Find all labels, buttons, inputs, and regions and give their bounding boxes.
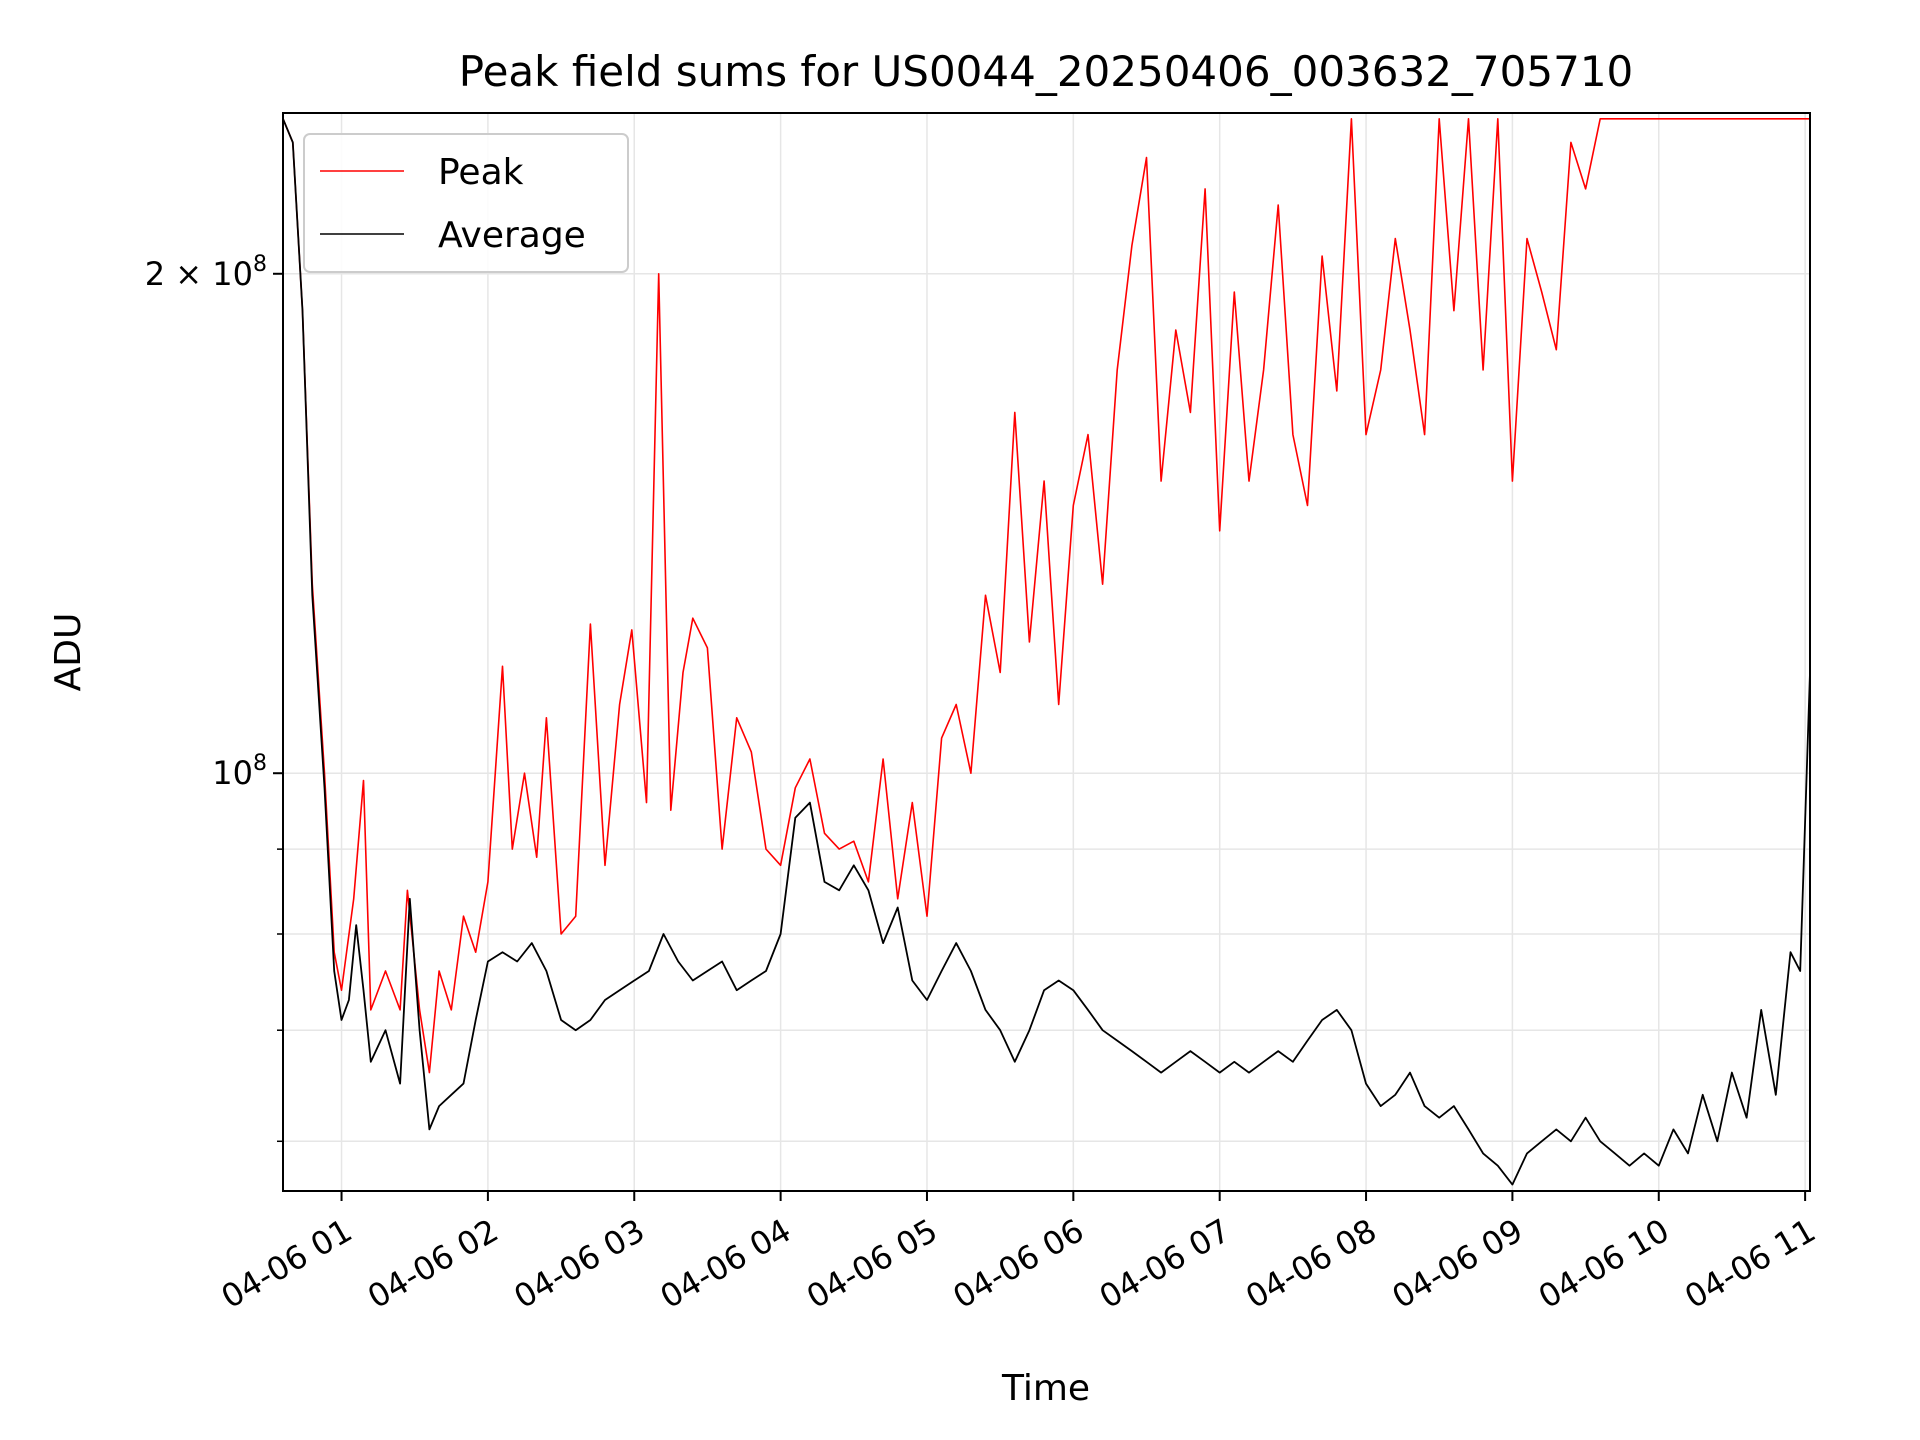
- series-line-average: [283, 118, 1810, 1186]
- series-line-peak: [283, 118, 1810, 1074]
- y-axis-ticks: 108 2 × 108: [145, 252, 283, 1143]
- y-tick-label: 108: [212, 751, 267, 792]
- series-layer: [283, 118, 1810, 1186]
- legend-label-average: Average: [438, 215, 586, 256]
- plot-frame: [282, 112, 1811, 1192]
- y-tick-label: 2 × 108: [145, 252, 267, 293]
- x-axis-label: Time: [1001, 1368, 1090, 1409]
- legend-label-peak: Peak: [438, 152, 524, 193]
- chart-title: Peak field sums for US0044_20250406_0036…: [459, 47, 1634, 96]
- legend-box: [303, 133, 629, 273]
- legend: Peak Average: [303, 133, 629, 273]
- grid: [283, 113, 1810, 1191]
- y-axis-label: ADU: [48, 613, 89, 692]
